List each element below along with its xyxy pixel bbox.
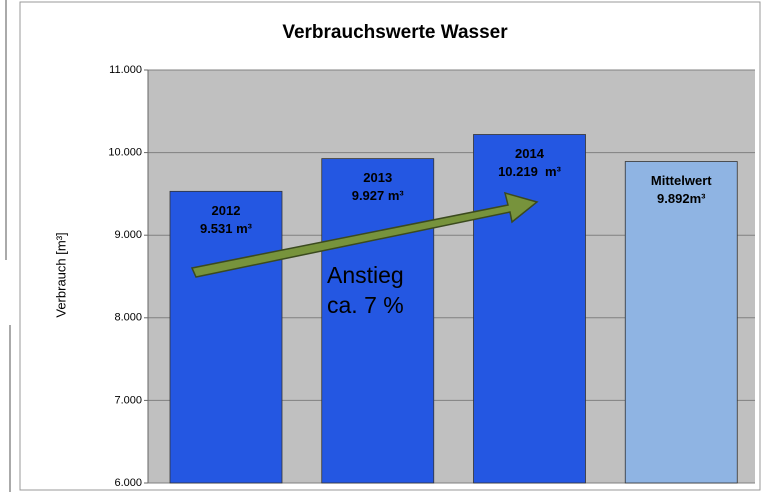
chart-title: Verbrauchswerte Wasser	[282, 22, 508, 43]
y-tick-label: 8.000	[114, 312, 142, 324]
trend-arrow	[190, 191, 539, 278]
category-label: Mittelwert	[651, 173, 712, 188]
value-label: 9.531 m³	[200, 221, 253, 236]
y-tick-label: 9.000	[114, 229, 142, 241]
bar	[169, 190, 283, 484]
y-tick-label: 6.000	[114, 477, 142, 489]
category-label: 2013	[363, 170, 392, 185]
bar	[321, 158, 435, 484]
category-label: 2014	[515, 146, 545, 161]
value-label: 9.927 m³	[352, 188, 405, 203]
value-label: 10.219 m³	[498, 164, 562, 179]
y-axis-label: Verbrauch [m³]	[53, 232, 68, 317]
y-tick-label: 10.000	[108, 147, 142, 159]
category-label: 2012	[212, 203, 241, 218]
y-tick-label: 11.000	[109, 64, 142, 76]
bar	[624, 161, 738, 484]
annotation: ca. 7 %	[327, 292, 404, 318]
bar	[473, 134, 586, 484]
annotation: Anstieg	[327, 262, 404, 288]
value-label: 9.892m³	[657, 191, 706, 206]
y-tick-label: 7.000	[114, 394, 142, 406]
